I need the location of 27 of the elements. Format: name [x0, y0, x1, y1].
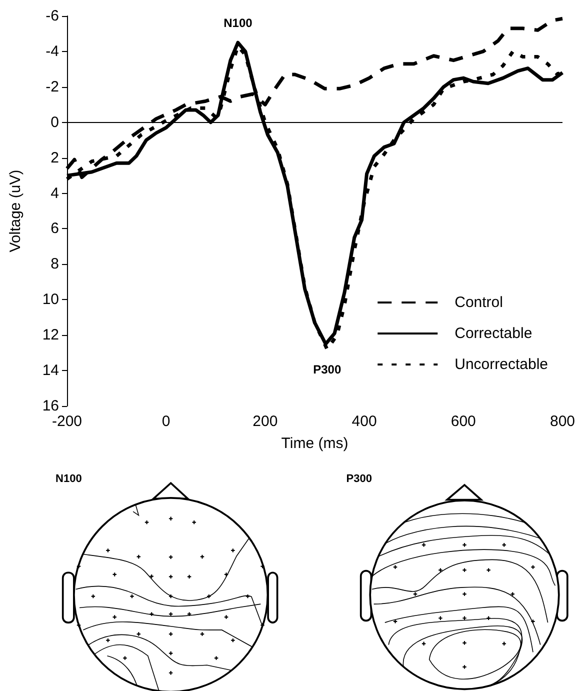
annotation: P300 [313, 362, 342, 376]
x-tick-label: 600 [450, 413, 476, 430]
x-tick-label: 0 [162, 413, 170, 430]
text: P300 [346, 472, 372, 486]
legend-label: Uncorrectable [454, 356, 548, 373]
y-tick-label: 16 [42, 398, 59, 414]
x-axis-title: Time (ms) [281, 435, 348, 452]
annotation: N100 [224, 16, 253, 30]
y-tick-label: 6 [50, 220, 59, 238]
y-tick-label: 10 [42, 291, 59, 308]
x-tick-label: 400 [352, 413, 377, 430]
x-tick-label: -200 [52, 413, 82, 430]
y-tick-label: -2 [46, 78, 59, 96]
y-tick-label: -4 [46, 42, 59, 60]
legend-label: Control [454, 294, 503, 311]
y-tick-label: -6 [46, 8, 59, 24]
y-tick-label: 12 [42, 326, 59, 344]
y-tick-label: 0 [50, 114, 59, 131]
y-tick-label: 4 [50, 184, 59, 202]
y-tick-label: 14 [42, 362, 59, 380]
y-tick-label: 8 [50, 256, 59, 273]
x-tick-label: 800 [550, 413, 575, 430]
y-axis-title: Voltage (uV) [7, 170, 24, 252]
x-tick-label: 200 [252, 413, 278, 430]
legend-label: Correctable [454, 325, 532, 342]
text: N100 [56, 472, 82, 486]
y-tick-label: 2 [50, 149, 59, 166]
